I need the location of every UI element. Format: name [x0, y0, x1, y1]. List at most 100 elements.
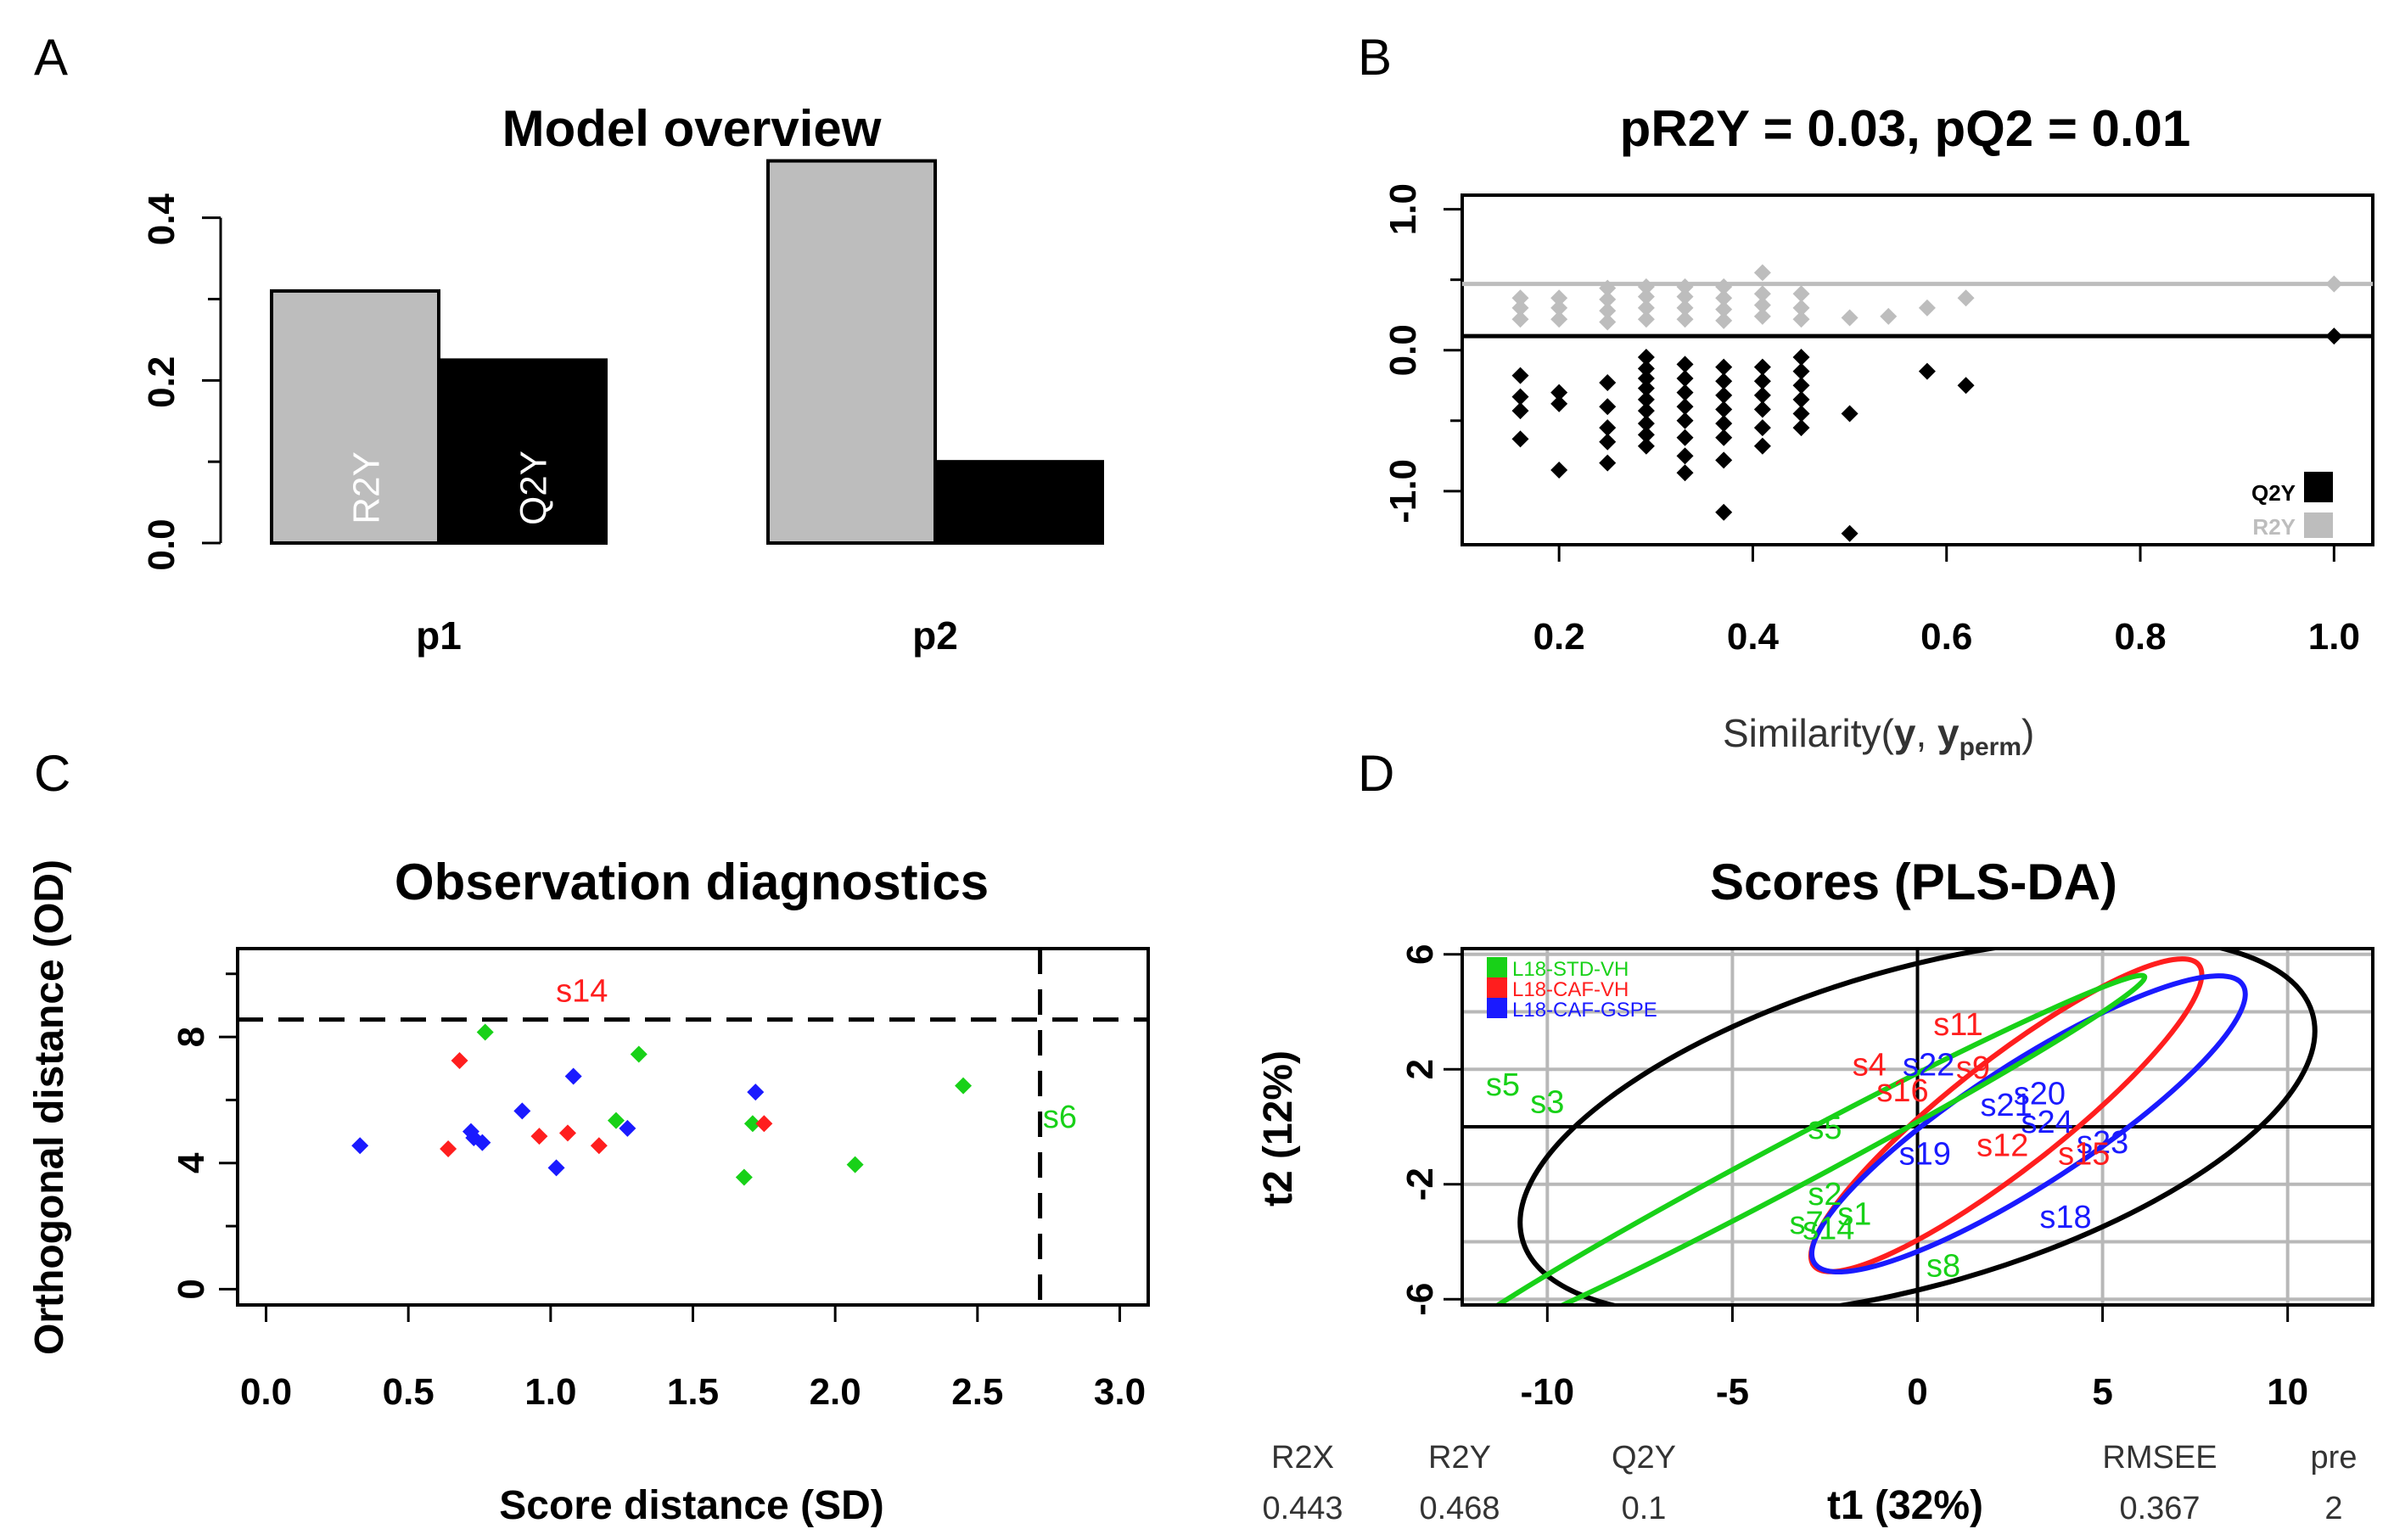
y-tick-label-c: 0	[171, 1279, 212, 1299]
observation-point	[476, 1023, 494, 1041]
bar-label-r2y: R2Y	[346, 451, 388, 524]
q2y-point	[1637, 360, 1655, 378]
r2y-point	[1676, 299, 1694, 316]
score-label-s2: s2	[1808, 1177, 1842, 1212]
stat-value-r2y: 0.468	[1419, 1491, 1500, 1526]
bar-label-q2y: Q2Y	[513, 451, 555, 525]
legend-label-r2y: R2Y	[2252, 514, 2296, 540]
score-label-s15: s15	[2058, 1136, 2110, 1172]
y-axis-label-d: t2 (12%)	[1256, 1050, 1301, 1207]
x-tick-label-c: 3.0	[1094, 1371, 1146, 1413]
outlier-label-s14: s14	[556, 973, 608, 1009]
q2y-point	[1918, 362, 1936, 380]
r2y-point	[1918, 299, 1936, 316]
q2y-point	[1511, 388, 1529, 406]
legend-swatch-q2y	[2304, 472, 2333, 502]
x-tick-label-d: 10	[2267, 1371, 2308, 1413]
r2y-point	[1637, 288, 1655, 305]
observation-point	[619, 1119, 636, 1137]
q2y-point	[1715, 451, 1733, 469]
r2y-point	[1753, 307, 1771, 325]
plot-frame-b	[1461, 193, 2374, 546]
observation-point	[755, 1115, 773, 1133]
r2y-point	[1957, 289, 1975, 307]
confidence-ellipse	[1517, 949, 2318, 1305]
panel-label-b: B	[1358, 29, 1392, 86]
r2y-point	[1599, 279, 1617, 297]
q2y-point	[1792, 405, 1810, 423]
observation-point	[607, 1112, 625, 1129]
ellipse-group-d	[1462, 949, 2318, 1305]
q2y-point	[1599, 454, 1617, 472]
q2y-point	[1753, 386, 1771, 404]
x-tick-label-d: 5	[2092, 1371, 2112, 1413]
panel-label-a: A	[34, 29, 68, 86]
q2y-point	[1676, 356, 1694, 373]
q2y-point	[1599, 373, 1617, 391]
q2y-point	[1637, 415, 1655, 433]
legend-swatch-d	[1487, 998, 1507, 1018]
x-tick-label-c: 2.0	[810, 1371, 861, 1413]
score-label-s5: s5	[1808, 1111, 1842, 1146]
observation-point	[440, 1140, 457, 1158]
stat-name-rmsee: RMSEE	[2102, 1440, 2217, 1476]
panel-label-d: D	[1358, 745, 1394, 802]
score-label-s12: s12	[1976, 1128, 2028, 1163]
q2y-point	[1599, 433, 1617, 451]
r2y-point	[1792, 285, 1810, 303]
score-label-s16: s16	[1876, 1073, 1928, 1109]
bar-q2y-p2	[933, 460, 1104, 546]
legend-label-d: L18-CAF-VH	[1512, 978, 1629, 1001]
q2y-point	[1511, 402, 1529, 420]
q2y-point	[1637, 426, 1655, 444]
q2y-point	[1637, 390, 1655, 408]
r2y-point	[1715, 300, 1733, 318]
observation-point	[351, 1137, 369, 1155]
r2y-point	[1753, 264, 1771, 282]
r2y-point	[1676, 288, 1694, 305]
q2y-point	[1676, 428, 1694, 446]
x-tick-label-c: 0.0	[240, 1371, 292, 1413]
q2y-point	[1715, 428, 1733, 446]
q2y-point	[1715, 503, 1733, 521]
r2y-point	[2325, 275, 2343, 293]
r2y-point	[1637, 299, 1655, 316]
x-tick-label-d: -5	[1716, 1371, 1749, 1413]
r2y-point	[1637, 311, 1655, 328]
q2y-point	[1753, 437, 1771, 455]
score-label-s5: s5	[1486, 1067, 1520, 1103]
x-tick-label-b: 0.8	[2114, 616, 2166, 658]
x-tick-label-c: 1.5	[667, 1371, 719, 1413]
r2y-point	[1753, 285, 1771, 303]
q2y-point	[1792, 419, 1810, 437]
score-label-s20: s20	[2014, 1076, 2066, 1112]
y-tick-label-d: 2	[1399, 1059, 1441, 1079]
score-label-s18: s18	[2039, 1200, 2091, 1235]
r2y-point	[1715, 277, 1733, 295]
q2y-point	[1715, 372, 1733, 390]
observation-point	[474, 1134, 491, 1151]
legend-swatch-d	[1487, 977, 1507, 998]
y-tick-label-a: 0.2	[141, 356, 182, 408]
r2y-point	[1511, 299, 1529, 316]
outlier-label-s6: s6	[1043, 1100, 1077, 1135]
legend-swatch-d	[1487, 957, 1507, 977]
q2y-point	[1550, 461, 1568, 479]
r2y-point	[1599, 313, 1617, 331]
score-label-s21: s21	[1981, 1088, 2032, 1123]
r2y-point	[1792, 311, 1810, 328]
r2y-point	[1880, 307, 1898, 325]
observation-point	[590, 1137, 608, 1155]
panel-label-c: C	[34, 745, 70, 802]
y-tick-label-d: -2	[1399, 1168, 1441, 1201]
q2y-point	[1599, 419, 1617, 437]
chart-title-b: pR2Y = 0.03, pQ2 = 0.01	[1620, 100, 2191, 157]
y-axis-label-c: Orthogonal distance (OD)	[27, 860, 72, 1355]
stat-value-q2y: 0.1	[1622, 1491, 1667, 1526]
y-tick-label-b: 1.0	[1382, 183, 1424, 235]
x-tick-label-b: 0.2	[1533, 616, 1585, 658]
q2y-point	[1792, 362, 1810, 380]
r2y-point	[1676, 277, 1694, 295]
x-tick-label-c: 0.5	[383, 1371, 435, 1413]
x-tick-label-d: -10	[1521, 1371, 1575, 1413]
